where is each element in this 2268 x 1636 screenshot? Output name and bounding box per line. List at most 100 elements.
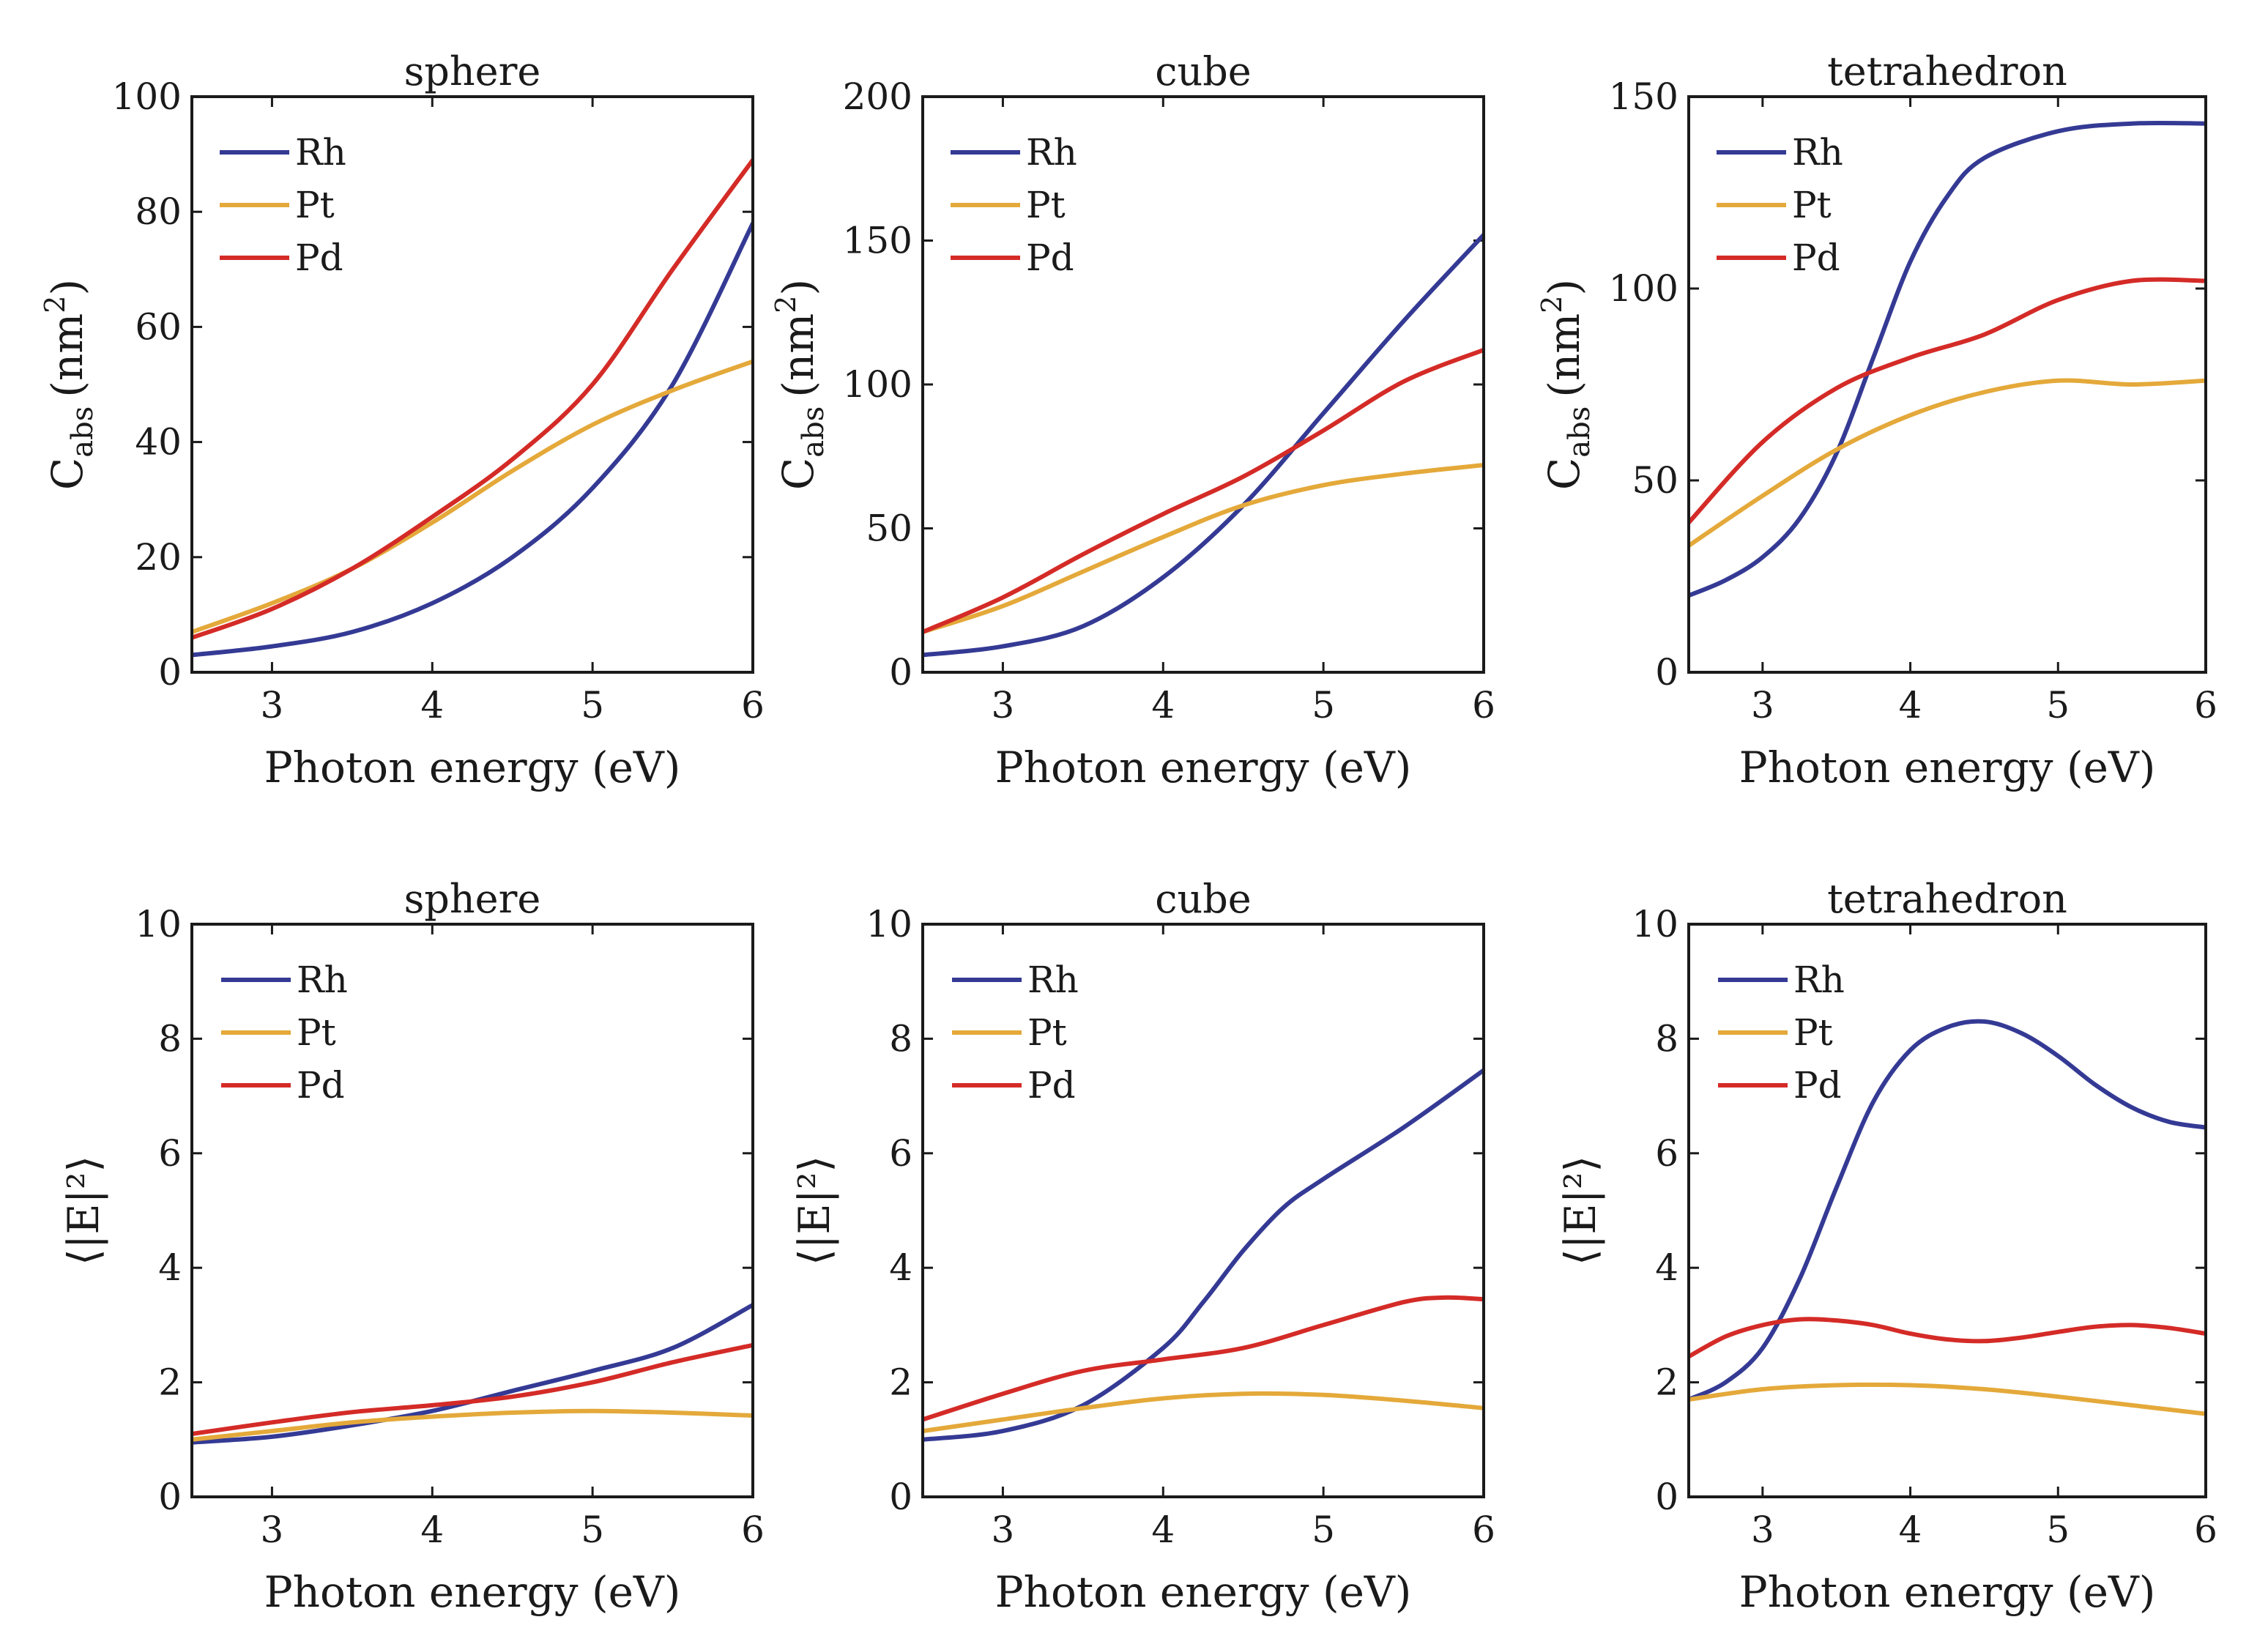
y-tick-label: 2 <box>1655 1361 1678 1404</box>
y-axis-label-close: ) <box>1539 279 1589 296</box>
y-axis-label-main: C <box>1539 458 1589 490</box>
y-axis-label-main: C <box>42 458 92 490</box>
y-tick-label: 60 <box>135 305 182 348</box>
x-tick-label: 6 <box>2194 1509 2217 1551</box>
y-axis-label: Cabs (nm2) <box>770 279 830 490</box>
legend-label-pt: Pt <box>1792 184 1832 226</box>
axes-frame <box>1687 923 2207 1498</box>
legend-label-rh: Rh <box>1027 959 1079 1001</box>
chart-panel-3: tetrahedron 3 4 5 6 0 50 100 150 Photon energy (e… <box>1536 48 2217 792</box>
x-axis-label: Photon energy (eV) <box>264 1567 681 1617</box>
x-tick-label: 3 <box>261 1509 284 1551</box>
axes-frame <box>190 923 754 1498</box>
x-tick-label: 4 <box>420 684 444 726</box>
legend-label-pt: Pt <box>1793 1011 1833 1054</box>
y-tick-label: 4 <box>1655 1246 1678 1289</box>
y-tick-label: 0 <box>1655 651 1678 694</box>
x-axis-label: Photon energy (eV) <box>264 743 681 792</box>
series-group <box>1689 1019 2206 1416</box>
y-tick-label: 10 <box>1632 903 1678 945</box>
x-tick-label: 5 <box>581 684 604 726</box>
x-axis-label: Photon energy (eV) <box>1739 1567 2156 1617</box>
y-tick-label: 0 <box>889 651 912 694</box>
chart-title: tetrahedron <box>1827 48 2067 94</box>
axes-frame <box>921 923 1485 1498</box>
x-tick-label: 3 <box>992 684 1015 726</box>
chart-panel-6: tetrahedron 3 4 5 6 0 2 4 6 8 10 Photon energy (eV)… <box>1555 876 2217 1617</box>
series-line-rh <box>1689 120 2206 598</box>
y-tick-label: 4 <box>889 1246 912 1289</box>
y-tick-label: 50 <box>1632 459 1678 502</box>
x-tick-label: 6 <box>741 684 765 726</box>
series-group <box>1689 120 2206 598</box>
x-tick-label: 5 <box>2046 684 2070 726</box>
y-axis-label-unit: (nm <box>42 313 92 398</box>
x-tick-label: 3 <box>992 1509 1015 1551</box>
y-axis-label-close: ) <box>42 279 92 296</box>
legend-label-pt: Pt <box>1027 1011 1067 1054</box>
y-tick-label: 0 <box>158 1476 182 1518</box>
y-tick-label: 100 <box>1609 267 1678 310</box>
x-tick-label: 3 <box>1751 1509 1774 1551</box>
series-line-rh <box>923 1068 1484 1442</box>
series-line-pt <box>923 1391 1484 1434</box>
x-tick-label: 3 <box>261 684 284 726</box>
y-tick-label: 0 <box>158 651 182 694</box>
y-axis-label: Cabs (nm2) <box>39 279 100 490</box>
y-tick-label: 8 <box>889 1017 912 1060</box>
y-tick-label: 100 <box>843 363 912 406</box>
series-line-pt <box>1689 378 2206 549</box>
y-tick-label: 0 <box>889 1476 912 1518</box>
y-axis-label: ⟨|E|²⟩ <box>59 1156 108 1265</box>
y-axis-label-sub: abs <box>797 406 830 458</box>
x-axis-label: Photon energy (eV) <box>995 743 1412 792</box>
chart-title: cube <box>1155 876 1252 922</box>
y-tick-label: 8 <box>1655 1017 1678 1060</box>
legend-label-rh: Rh <box>1793 959 1845 1001</box>
y-axis-label: Cabs (nm2) <box>1536 279 1596 490</box>
axes-frame <box>1687 95 2207 674</box>
x-tick-label: 6 <box>1472 1509 1495 1551</box>
legend-label-pd: Pd <box>1793 1064 1842 1107</box>
series-line-rh <box>192 220 753 658</box>
y-tick-label: 50 <box>866 507 912 550</box>
y-axis-label-sup: 2 <box>770 296 802 313</box>
series-group <box>192 157 753 658</box>
x-tick-label: 5 <box>2046 1509 2070 1551</box>
y-tick-label: 10 <box>866 903 912 945</box>
x-tick-label: 6 <box>1472 684 1495 726</box>
legend-label-pd: Pd <box>295 237 343 279</box>
axes-frame <box>190 95 754 674</box>
y-tick-label: 80 <box>135 190 182 233</box>
y-axis-label-sub: abs <box>1563 406 1596 458</box>
series-line-pt <box>192 1408 753 1442</box>
y-tick-label: 200 <box>843 75 912 118</box>
chart-title: cube <box>1155 48 1252 94</box>
y-axis-label-sup: 2 <box>39 296 71 313</box>
y-tick-label: 100 <box>112 75 182 118</box>
x-tick-label: 4 <box>1899 1509 1922 1551</box>
y-tick-label: 4 <box>158 1246 182 1289</box>
y-axis-label-unit: (nm <box>1539 313 1589 398</box>
y-tick-label: 10 <box>135 903 182 945</box>
legend-label-rh: Rh <box>295 131 346 174</box>
x-tick-label: 4 <box>1899 684 1922 726</box>
y-tick-label: 6 <box>1655 1132 1678 1175</box>
x-axis-label: Photon energy (eV) <box>1739 743 2156 792</box>
series-group <box>192 1303 753 1445</box>
legend-label-rh: Rh <box>1792 131 1843 174</box>
x-tick-label: 5 <box>1312 1509 1335 1551</box>
series-line-pt <box>1689 1382 2206 1416</box>
x-tick-label: 5 <box>581 1509 604 1551</box>
y-tick-label: 150 <box>843 220 912 262</box>
legend-label-rh: Rh <box>297 959 348 1001</box>
legend-label-pt: Pt <box>297 1011 336 1054</box>
chart-panel-5: cube 3 4 5 6 0 2 4 6 8 10 Photon energy (eV) ⟨|E|²⟩ R… <box>789 876 1495 1617</box>
x-tick-label: 5 <box>1312 684 1335 726</box>
y-tick-label: 2 <box>889 1361 912 1404</box>
legend-label-pd: Pd <box>1027 1064 1076 1107</box>
x-tick-label: 4 <box>1151 1509 1175 1551</box>
